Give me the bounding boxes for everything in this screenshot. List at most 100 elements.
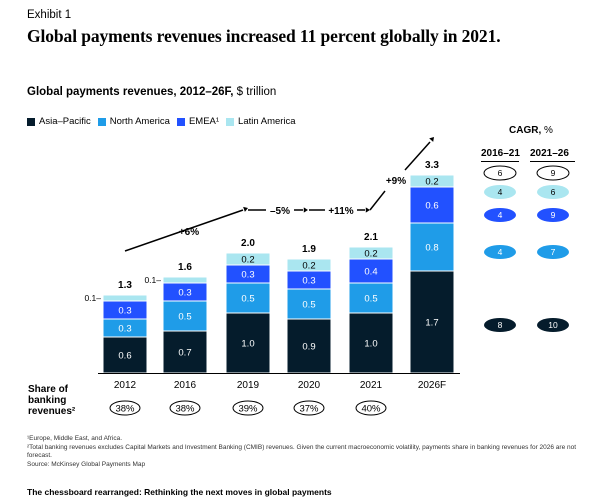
x-tick-2019: 2019 xyxy=(237,380,260,391)
cagr-oval-row5-col1 xyxy=(484,318,516,332)
bar-label-asia-pacific-2026F: 1.7 xyxy=(425,318,438,329)
bar-label-emea-2026F: 0.6 xyxy=(425,201,438,212)
cagr-value-row4-col2: 7 xyxy=(551,247,556,257)
bar-segment-asia-pacific-2026F xyxy=(409,270,455,374)
growth-arrowhead-2021-2026 xyxy=(429,137,434,142)
growth-arrow-2021-2026-a xyxy=(369,190,386,211)
share-value-2019: 39% xyxy=(238,404,258,415)
share-label-line-3: revenues² xyxy=(28,406,76,417)
bar-total-2020: 1.9 xyxy=(302,244,316,255)
x-tick-2020: 2020 xyxy=(298,380,321,391)
x-tick-2021: 2021 xyxy=(360,380,383,391)
bar-segment-asia-pacific-2021 xyxy=(348,312,394,374)
cagr-title: CAGR, % xyxy=(509,125,553,136)
share-label-line-2: banking xyxy=(28,395,66,406)
bar-label-latin-america-2016: 0.1– xyxy=(144,275,161,285)
bar-label-north-america-2020: 0.5 xyxy=(302,300,315,311)
share-oval-2016 xyxy=(169,400,201,416)
bar-segment-emea-2021 xyxy=(348,258,394,284)
share-value-2020: 37% xyxy=(299,404,319,415)
cagr-value-row2-col2: 6 xyxy=(551,187,556,197)
bar-segment-north-america-2016 xyxy=(162,300,208,332)
cagr-value-row4-col1: 4 xyxy=(498,247,503,257)
bar-label-emea-2020: 0.3 xyxy=(302,276,315,287)
footnote-1: ¹Europe, Middle East, and Africa. xyxy=(27,435,123,442)
share-value-2016: 38% xyxy=(175,404,195,415)
bar-label-latin-america-2020: 0.2 xyxy=(302,261,315,272)
growth-arrowhead-2019-2020 xyxy=(303,207,308,213)
bar-segment-asia-pacific-2019 xyxy=(225,312,271,374)
bar-segment-latin-america-2026F xyxy=(409,174,455,188)
bar-label-asia-pacific-2012: 0.6 xyxy=(118,351,131,362)
cagr-title-main: CAGR, xyxy=(509,125,542,136)
growth-label-2012-2019: +6% xyxy=(179,227,199,238)
legend: Asia–Pacific North America EMEA¹ Latin A… xyxy=(27,116,303,127)
legend-swatch-asia-pacific xyxy=(27,117,35,126)
chart-title-main: Global payments revenues, 2012–26F, xyxy=(27,86,234,98)
growth-arrow-2012-2019 xyxy=(124,209,244,252)
cagr-oval-row4-col2 xyxy=(537,245,569,259)
legend-item-asia-pacific: Asia–Pacific xyxy=(27,116,91,127)
bar-label-north-america-2019: 0.5 xyxy=(241,294,254,305)
growth-arrowhead-2020-2021 xyxy=(365,207,370,213)
cagr-header-2021-26: 2021–26 xyxy=(530,148,569,159)
bar-total-2021: 2.1 xyxy=(364,232,378,243)
bar-label-asia-pacific-2021: 1.0 xyxy=(364,339,377,350)
growth-arrow-2021-2026-b xyxy=(404,141,431,171)
cagr-value-row2-col1: 4 xyxy=(498,187,503,197)
legend-item-north-america: North America xyxy=(97,116,170,127)
bar-segment-asia-pacific-2016 xyxy=(162,330,208,374)
legend-swatch-latin-america xyxy=(226,117,235,126)
share-oval-2019 xyxy=(232,400,264,416)
bar-label-north-america-2021: 0.5 xyxy=(364,294,377,305)
bar-label-latin-america-2012: 0.1– xyxy=(84,293,101,303)
legend-label-north-america: North America xyxy=(109,116,170,127)
bar-label-north-america-2012: 0.3 xyxy=(118,324,131,335)
exhibit-label: Exhibit 1 xyxy=(27,9,72,21)
footnote-source: Source: McKinsey Global Payments Map xyxy=(27,460,146,468)
bar-segment-asia-pacific-2012 xyxy=(102,336,148,374)
bar-label-asia-pacific-2020: 0.9 xyxy=(302,342,315,353)
bar-segment-north-america-2021 xyxy=(348,282,394,314)
legend-item-emea: EMEA¹ xyxy=(176,116,219,127)
cagr-header-2016-21: 2016–21 xyxy=(481,148,520,159)
cagr-oval-row1-col1 xyxy=(483,165,517,181)
bar-label-emea-2021: 0.4 xyxy=(364,267,377,278)
share-oval-2020 xyxy=(293,400,325,416)
legend-swatch-emea xyxy=(176,117,185,126)
share-label-line-1: Share of xyxy=(28,384,69,395)
legend-label-asia-pacific: Asia–Pacific xyxy=(39,116,91,127)
legend-item-latin-america: Latin America xyxy=(226,116,296,127)
bar-label-asia-pacific-2016: 0.7 xyxy=(178,348,191,359)
cagr-value-row3-col1: 4 xyxy=(498,210,503,220)
bar-label-asia-pacific-2019: 1.0 xyxy=(241,339,254,350)
bar-segment-emea-2026F xyxy=(409,186,455,224)
legend-label-latin-america: Latin America xyxy=(238,116,296,127)
growth-label-2020-2021: +11% xyxy=(328,206,353,217)
share-value-2021: 40% xyxy=(361,404,381,415)
share-oval-2012 xyxy=(109,400,141,416)
bar-segment-latin-america-2016 xyxy=(162,276,208,284)
cagr-header-rule-1 xyxy=(481,161,519,162)
bar-segment-latin-america-2019 xyxy=(225,252,271,266)
bar-total-2016: 1.6 xyxy=(178,262,192,273)
legend-swatch-north-america xyxy=(97,117,106,126)
cagr-oval-row4-col1 xyxy=(484,245,516,259)
cagr-oval-row2-col1 xyxy=(484,185,516,199)
cagr-value-row1-col2: 9 xyxy=(551,168,556,178)
bar-total-2026F: 3.3 xyxy=(425,160,439,171)
footnote-2: ²Total banking revenues excludes Capital… xyxy=(27,443,577,460)
growth-arrowhead-2012-2019 xyxy=(243,206,248,212)
chart-title: Global payments revenues, 2012–26F, $ tr… xyxy=(27,86,276,98)
footnotes: ¹Europe, Middle East, and Africa. ²Total… xyxy=(27,435,587,469)
bar-total-2012: 1.3 xyxy=(118,280,132,291)
x-tick-2012: 2012 xyxy=(114,380,137,391)
bar-segment-north-america-2019 xyxy=(225,282,271,314)
bar-label-emea-2016: 0.3 xyxy=(178,288,191,299)
growth-label-2019-2020: –5% xyxy=(270,206,290,217)
bar-label-emea-2012: 0.3 xyxy=(118,306,131,317)
bar-label-latin-america-2026F: 0.2 xyxy=(425,177,438,188)
cagr-value-row3-col2: 9 xyxy=(551,210,556,220)
bar-label-north-america-2026F: 0.8 xyxy=(425,243,438,254)
bar-segment-latin-america-2012 xyxy=(102,294,148,302)
